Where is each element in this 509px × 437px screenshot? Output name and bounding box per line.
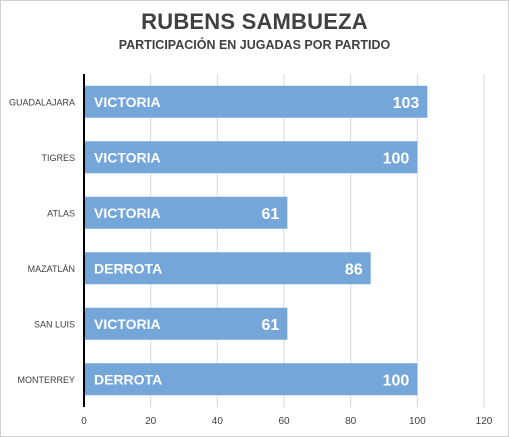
result-label: VICTORIA xyxy=(94,149,161,165)
value-label: 86 xyxy=(345,261,363,278)
x-tick-label: 100 xyxy=(409,416,426,427)
category-label: GUADALAJARA xyxy=(9,97,75,107)
chart-title: RUBENS SAMBUEZA xyxy=(141,9,368,34)
result-label: VICTORIA xyxy=(94,94,161,110)
category-label: TIGRES xyxy=(41,153,75,163)
bar xyxy=(84,252,371,285)
bar xyxy=(84,307,288,340)
category-label: MAZATLÁN xyxy=(28,264,75,274)
result-label: VICTORIA xyxy=(94,316,161,332)
x-tick-label: 40 xyxy=(212,416,224,427)
value-label: 61 xyxy=(262,206,280,223)
bar xyxy=(84,196,288,229)
x-tick-label: 60 xyxy=(278,416,290,427)
category-label: SAN LUIS xyxy=(34,319,75,329)
x-tick-label: 20 xyxy=(145,416,157,427)
bar xyxy=(84,141,418,174)
bar xyxy=(84,85,428,118)
result-label: DERROTA xyxy=(94,371,162,387)
x-tick-label: 0 xyxy=(81,416,87,427)
result-label: DERROTA xyxy=(94,260,162,276)
value-label: 103 xyxy=(393,95,420,112)
category-label: MONTERREY xyxy=(17,375,75,385)
value-label: 100 xyxy=(383,372,410,389)
value-label: 61 xyxy=(262,317,280,334)
bar xyxy=(84,363,418,396)
x-tick-label: 80 xyxy=(345,416,357,427)
category-label: ATLAS xyxy=(47,208,75,218)
chart-subtitle: PARTICIPACIÓN EN JUGADAS POR PARTIDO xyxy=(118,38,391,52)
value-label: 100 xyxy=(383,150,410,167)
result-label: VICTORIA xyxy=(94,205,161,221)
x-tick-label: 120 xyxy=(476,416,493,427)
